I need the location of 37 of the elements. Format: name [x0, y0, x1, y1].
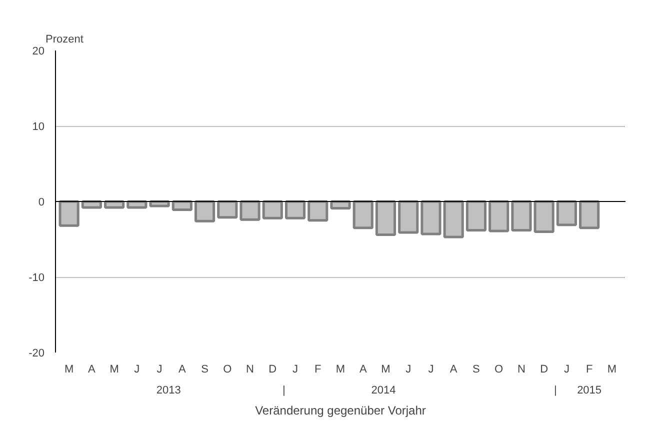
x-tick-label: O	[494, 364, 504, 376]
x-tick-label: D	[540, 364, 548, 376]
x-axis-title: Veränderung gegenüber Vorjahr	[255, 404, 426, 418]
x-tick-label: J	[406, 364, 412, 376]
x-tick-label: J	[292, 364, 298, 376]
text: |	[554, 384, 557, 396]
y-tick-label: 10	[32, 121, 45, 133]
x-tick-label: M	[64, 364, 74, 376]
text: 2015	[577, 384, 602, 396]
y-tick-label: -20	[28, 348, 45, 360]
x-tick-label: J	[564, 364, 570, 376]
x-tick-label: M	[336, 364, 346, 376]
y-tick-label: 0	[38, 196, 45, 208]
x-tick-label: A	[450, 364, 458, 376]
x-tick-label: F	[586, 364, 593, 376]
text: |	[282, 384, 286, 396]
x-tick-label: D	[268, 364, 277, 376]
x-tick-label: A	[359, 364, 368, 376]
x-tick-label: N	[246, 364, 254, 376]
y-tick-label: 20	[32, 46, 45, 58]
text: 2013	[156, 384, 181, 396]
x-tick-label: S	[201, 364, 208, 376]
x-tick-label: J	[428, 364, 434, 376]
y-axis-title: Prozent	[46, 34, 84, 46]
x-tick-label: A	[178, 364, 186, 376]
x-tick-label: M	[607, 364, 617, 376]
x-tick-label: A	[88, 364, 96, 376]
y-tick-label: -10	[28, 272, 45, 284]
x-tick-label: S	[472, 364, 480, 376]
text: 2014	[371, 384, 396, 396]
x-tick-label: O	[223, 364, 232, 376]
x-tick-label: J	[156, 364, 162, 376]
x-tick-label: M	[381, 364, 390, 376]
x-tick-label: N	[517, 364, 526, 376]
x-tick-label: M	[110, 364, 119, 376]
x-tick-label: J	[134, 364, 140, 376]
x-tick-label: F	[314, 364, 322, 376]
